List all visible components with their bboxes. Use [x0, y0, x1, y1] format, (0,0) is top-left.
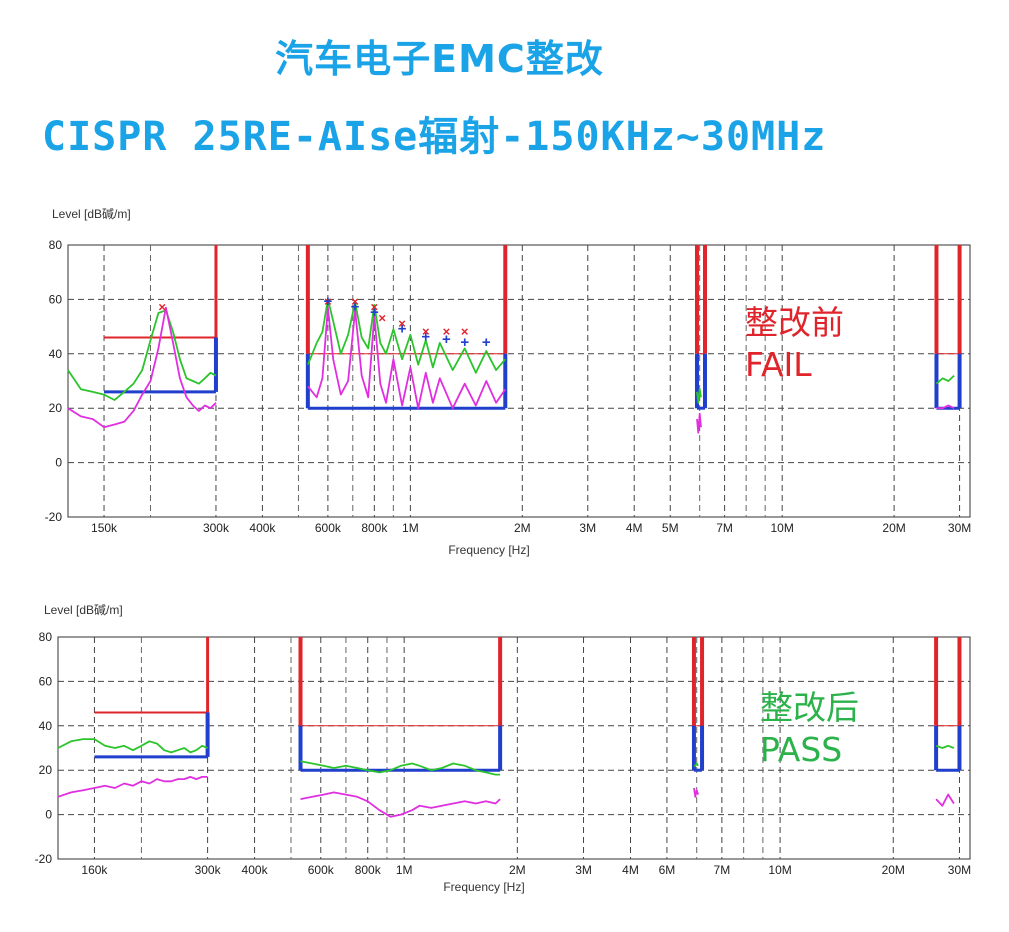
x-tick-label: 800k — [361, 521, 388, 535]
series-line — [696, 388, 702, 404]
x-tick-label: 10M — [768, 863, 791, 877]
y-tick-label: 60 — [49, 292, 63, 306]
series-line — [300, 760, 501, 776]
x-tick-label: 400k — [249, 521, 276, 535]
series-line — [935, 793, 955, 807]
y-tick-label: 40 — [49, 347, 63, 361]
series-line — [696, 412, 702, 434]
chart-after: Level [dB碱/m] 80 60 40 20 0 -20 160k 300k 400k 600… — [35, 603, 971, 894]
peak-marker: × — [443, 324, 451, 339]
peak-marker: + — [370, 304, 379, 321]
x-tick-label: 4M — [626, 521, 643, 535]
peak-marker: + — [482, 334, 491, 351]
page-title: 汽车电子EMC整改 — [275, 37, 604, 81]
x-tick-label: 20M — [882, 863, 905, 877]
peak-marker: × — [378, 310, 386, 325]
series-line — [935, 744, 955, 749]
x-tick-label: 7M — [716, 521, 733, 535]
y-tick-label: 0 — [45, 808, 52, 822]
y-axis-label: Level [dB碱/m] — [44, 603, 123, 617]
series-line — [936, 404, 955, 410]
page-subtitle: CISPR 25RE-AIse辐射-150KHz~30MHz — [42, 114, 827, 160]
peak-marker: × — [422, 324, 430, 339]
x-tick-label: 600k — [308, 863, 335, 877]
x-tick-label: 7M — [714, 863, 731, 877]
x-tick-label: 160k — [81, 863, 108, 877]
peak-marker: × — [351, 294, 359, 309]
annotation-status-cn: 整改前 — [745, 303, 844, 342]
x-tick-label: 800k — [355, 863, 382, 877]
peak-marker: × — [158, 300, 166, 315]
x-tick-label: 10M — [771, 521, 794, 535]
peak-marker: + — [324, 293, 333, 310]
annotation-status-en: PASS — [760, 730, 842, 769]
x-tick-label: 3M — [579, 521, 596, 535]
x-tick-label: 300k — [203, 521, 230, 535]
x-tick-label: 30M — [948, 521, 971, 535]
x-tick-label: 300k — [195, 863, 222, 877]
y-tick-label: -20 — [35, 852, 53, 866]
annotation-status-en: FAIL — [745, 345, 812, 384]
series-line — [57, 776, 208, 798]
plot-frame — [57, 636, 971, 860]
x-axis-label: Frequency [Hz] — [448, 543, 529, 557]
series-line — [57, 738, 208, 754]
y-tick-label: -20 — [45, 510, 63, 524]
peak-marker: + — [398, 320, 407, 337]
series-line — [694, 762, 699, 767]
y-tick-label: 20 — [39, 763, 53, 777]
y-axis-label: Level [dB碱/m] — [52, 207, 131, 221]
series-line — [935, 374, 955, 385]
peak-marker: + — [460, 334, 469, 351]
x-tick-label: 6M — [659, 863, 676, 877]
y-tick-label: 40 — [39, 719, 53, 733]
x-tick-label: 1M — [402, 521, 419, 535]
x-tick-label: 2M — [514, 521, 531, 535]
y-tick-label: 20 — [49, 401, 63, 415]
x-tick-label: 3M — [575, 863, 592, 877]
peak-marker: × — [371, 300, 379, 315]
x-tick-label: 5M — [662, 521, 679, 535]
series-line — [67, 306, 217, 429]
chart-before: Level [dB碱/m] 80 60 40 20 0 -20 150k 300k 400k 600… — [45, 207, 972, 557]
peak-marker: + — [421, 328, 430, 345]
peak-marker: × — [398, 316, 406, 331]
x-tick-label: 150k — [91, 521, 118, 535]
plot-frame — [67, 244, 971, 518]
x-tick-label: 1M — [396, 863, 413, 877]
y-tick-label: 0 — [55, 456, 62, 470]
x-tick-label: 30M — [948, 863, 971, 877]
x-tick-label: 20M — [882, 521, 905, 535]
series-line — [307, 306, 507, 410]
x-tick-label: 2M — [509, 863, 526, 877]
y-tick-label: 80 — [39, 630, 53, 644]
y-tick-label: 60 — [39, 674, 53, 688]
x-tick-label: 600k — [315, 521, 342, 535]
annotation-status-cn: 整改后 — [760, 688, 859, 727]
peak-marker: + — [442, 331, 451, 348]
series-line — [300, 791, 501, 818]
series-line — [307, 298, 506, 374]
x-tick-label: 400k — [242, 863, 269, 877]
y-tick-label: 80 — [49, 238, 63, 252]
series-line — [67, 309, 217, 401]
x-axis-label: Frequency [Hz] — [443, 880, 524, 894]
peak-marker: × — [461, 324, 469, 339]
peak-marker: × — [324, 294, 332, 309]
peak-marker: + — [351, 299, 360, 316]
series-line — [693, 787, 699, 798]
x-tick-label: 4M — [622, 863, 639, 877]
